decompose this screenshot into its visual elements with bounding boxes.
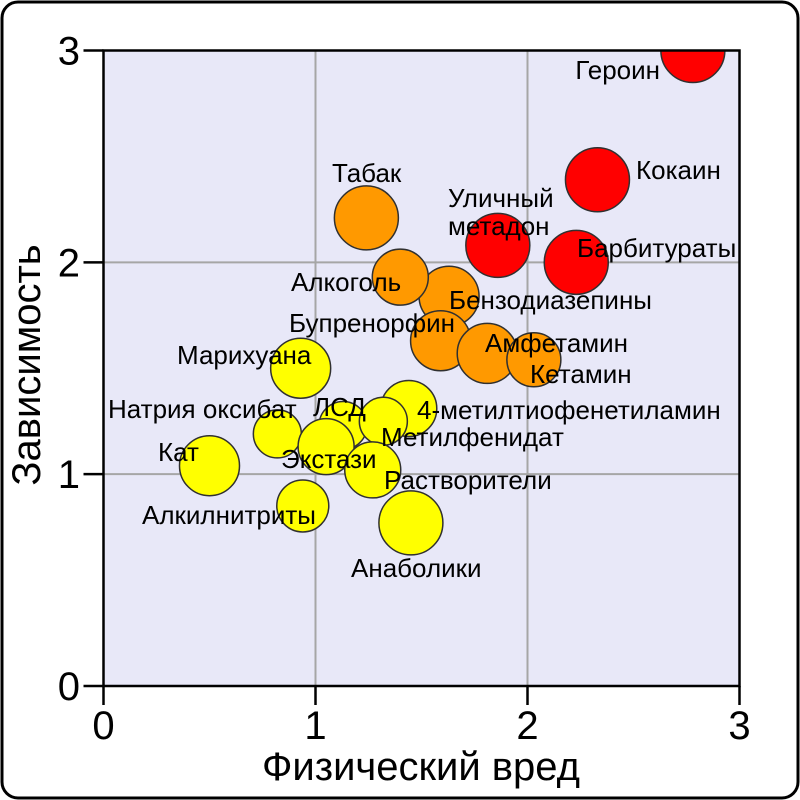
- label-street-methadone-line2: метадон: [448, 211, 550, 241]
- label-buprenorphine: Бупренорфин: [289, 308, 455, 338]
- bubble-cannabis: [269, 337, 332, 399]
- y-tick-label-1: 1: [58, 453, 80, 497]
- bubble-solvents: [343, 441, 402, 499]
- label-alcohol: Алкоголь: [291, 267, 401, 297]
- bubble-cocaine: [564, 146, 631, 213]
- label-street-methadone-line1: Уличный: [448, 183, 554, 213]
- bubble-barbiturates: [543, 229, 610, 296]
- y-tick-label-2: 2: [58, 241, 80, 285]
- label-benzodiazepines: Бензодиазепины: [449, 285, 652, 315]
- label-amphetamine: Амфетамин: [485, 328, 628, 358]
- bubble-labels: Бензодиазепины Алкоголь Табак Уличныйметадо…: [108, 55, 736, 583]
- bubble-khat: [178, 434, 241, 497]
- x-tick-label-2: 2: [516, 704, 538, 748]
- label-solvents: Растворители: [384, 465, 552, 495]
- bubble-tobacco: [333, 185, 400, 251]
- label-alkyl-nitrites: Алкилнитриты: [142, 500, 316, 530]
- x-tick-label-1: 1: [304, 704, 326, 748]
- bubble-street-methadone: [465, 212, 531, 279]
- label-barbiturates: Барбитураты: [577, 233, 736, 263]
- label-ghb: Натрия оксибат: [108, 394, 297, 424]
- label-tobacco: Табак: [332, 158, 402, 188]
- label-lsd: ЛСД: [313, 392, 366, 422]
- x-tick-label-0: 0: [92, 704, 114, 748]
- label-khat: Кат: [158, 437, 199, 467]
- bubble-ketamine: [506, 332, 562, 388]
- bubble-ecstasy: [297, 417, 355, 476]
- label-heroin: Героин: [575, 55, 660, 85]
- bubble-alcohol: [371, 248, 430, 306]
- label-methylphenidate: Метилфенидат: [381, 422, 564, 452]
- bubble-alkyl-nitrites: [276, 479, 330, 533]
- bubble-heroin: [660, 50, 726, 84]
- label-anabolic-steroids: Анаболики: [351, 553, 482, 583]
- label-ecstasy: Экстази: [281, 444, 377, 474]
- x-tick-label-3: 3: [728, 704, 750, 748]
- axis-ticks: 0 1 2 3 0 1 2 3: [58, 30, 751, 749]
- bubble-anabolic-steroids: [378, 490, 444, 556]
- label-cocaine: Кокаин: [636, 155, 721, 185]
- y-axis-label: Зависимость: [5, 244, 49, 485]
- y-tick-label-0: 0: [58, 665, 80, 709]
- label-cannabis: Марихуана: [177, 340, 312, 370]
- plot-border: [102, 49, 741, 688]
- label-4-mta: 4-метилтиофенетиламин: [417, 395, 721, 425]
- label-ketamine: Кетамин: [530, 359, 632, 389]
- y-tick-label-3: 3: [58, 30, 80, 74]
- x-axis-label: Физический вред: [262, 745, 580, 789]
- bubbles: [178, 50, 726, 556]
- plot-area: [103, 50, 740, 686]
